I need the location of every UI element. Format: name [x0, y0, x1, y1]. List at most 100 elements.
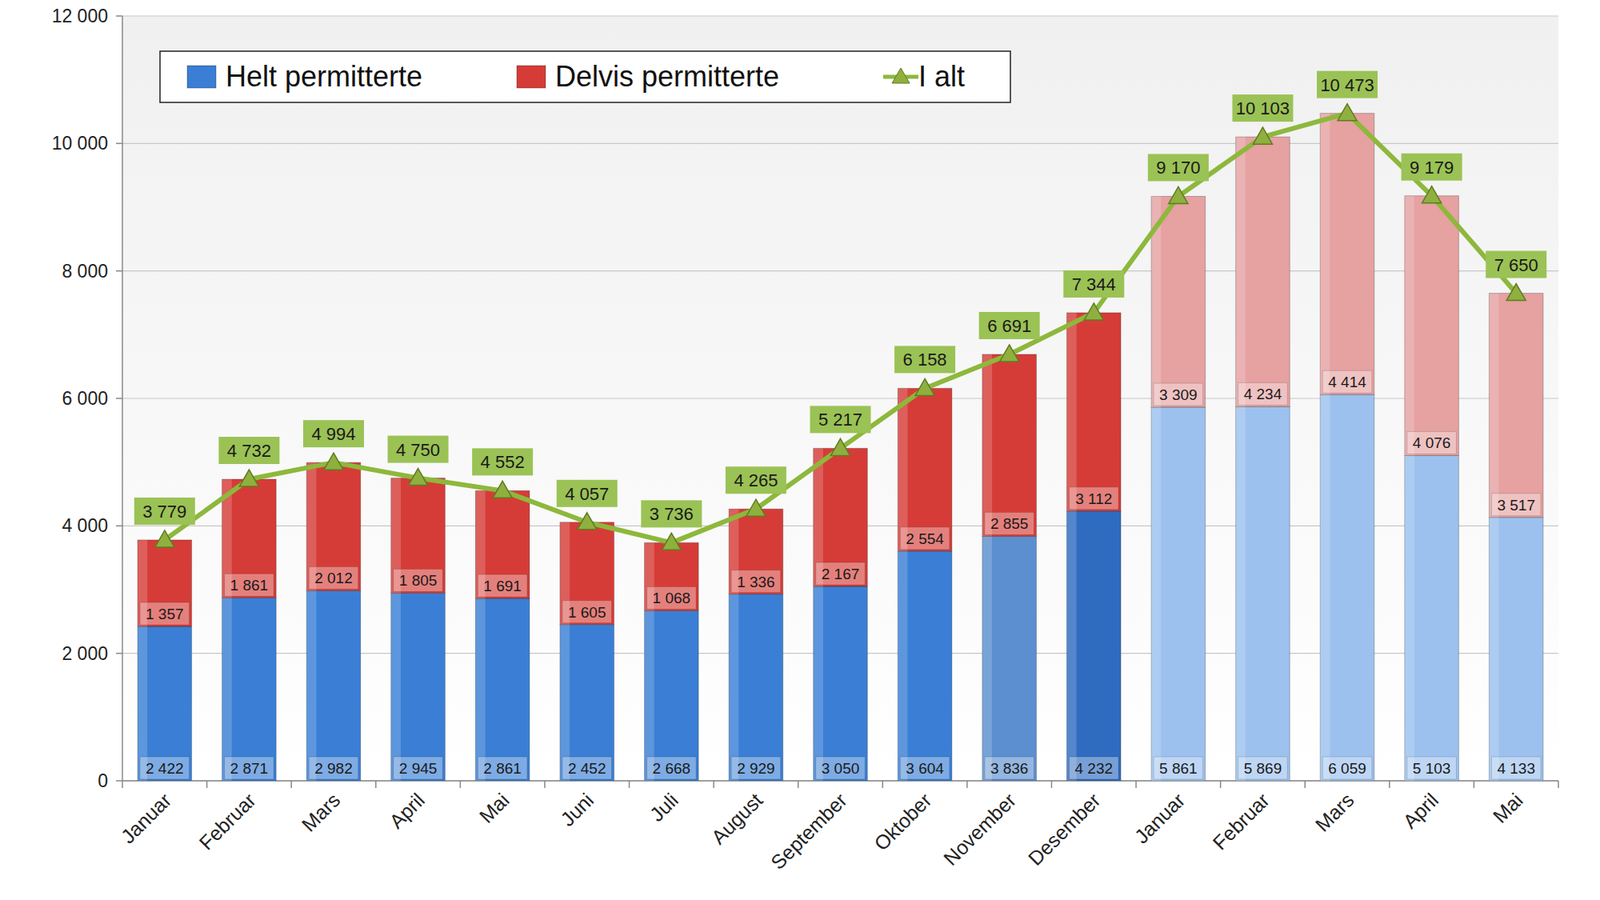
- data-label-box: [984, 756, 1035, 780]
- data-label-box: [224, 756, 275, 780]
- y-tick-label: 8 000: [61, 260, 108, 282]
- x-tick: [797, 780, 800, 788]
- bar: [1151, 196, 1206, 408]
- data-label-box: [1322, 756, 1372, 780]
- data-label: 2 982: [314, 760, 353, 777]
- data-label-box: [647, 756, 697, 780]
- bar: [728, 508, 784, 594]
- data-label-box: [816, 562, 866, 585]
- line-label: 9 179: [1409, 157, 1454, 178]
- line-label-box: [1063, 270, 1124, 298]
- data-label-box: [1068, 487, 1119, 510]
- bar-highlight: [1066, 312, 1076, 512]
- x-tick-label: Mai: [474, 788, 513, 828]
- marker: [408, 468, 428, 486]
- bar: [897, 388, 952, 551]
- marker: [1084, 303, 1104, 320]
- bar: [1236, 136, 1291, 407]
- data-label-box: [1153, 756, 1204, 780]
- line-label: 6 691: [987, 316, 1032, 336]
- x-tick-label: Februar: [194, 788, 260, 855]
- data-label: 1 805: [399, 572, 438, 589]
- x-tick-label: Juli: [645, 788, 683, 826]
- legend-swatch: [516, 65, 546, 88]
- bar-highlight: [813, 586, 824, 781]
- x-tick: [1304, 780, 1306, 788]
- line-label-box: [556, 480, 618, 508]
- data-label: 2 861: [483, 760, 522, 777]
- x-tick-label: September: [766, 788, 852, 874]
- line-label: 3 779: [142, 501, 187, 522]
- data-label: 5 103: [1412, 760, 1452, 777]
- data-labels: 2 4222 8712 9822 9452 8612 4522 6682 929…: [134, 71, 1547, 780]
- data-label-box: [140, 602, 190, 625]
- bar: [560, 624, 615, 781]
- bar-highlight: [728, 594, 739, 781]
- bar: [560, 522, 615, 625]
- bar: [813, 586, 868, 781]
- data-label: 2 452: [568, 760, 607, 777]
- line-label-box: [472, 448, 533, 476]
- marker: [661, 532, 681, 550]
- line-label-box: [1485, 251, 1547, 279]
- line-label-box: [1232, 94, 1293, 122]
- data-label-box: [477, 574, 528, 597]
- bar-highlight: [982, 354, 992, 536]
- data-label: 2 855: [990, 515, 1029, 532]
- marker: [831, 438, 851, 456]
- line-label: 4 552: [480, 452, 525, 472]
- legend: Helt permitterteDelvis permitterteI alt: [160, 51, 1011, 103]
- data-label: 3 517: [1496, 496, 1536, 514]
- data-label: 2 167: [821, 565, 860, 583]
- line-label: 3 736: [649, 504, 694, 524]
- line-label: 10 473: [1320, 75, 1374, 96]
- x-tick: [1220, 780, 1222, 788]
- line-label-box: [725, 466, 787, 494]
- line-label: 7 344: [1072, 274, 1116, 295]
- marker: [324, 452, 344, 470]
- bar: [1488, 293, 1544, 518]
- marker: [1337, 104, 1357, 121]
- bar-highlight: [1488, 517, 1499, 781]
- x-tick-label: Januar: [116, 788, 176, 848]
- bar: [897, 551, 952, 781]
- line: [164, 113, 1516, 544]
- data-label: 3 309: [1159, 386, 1198, 404]
- bar-highlight: [1320, 113, 1330, 396]
- x-tick-label: Mars: [1310, 788, 1358, 836]
- x-tick-label: November: [939, 788, 1020, 870]
- bar: [475, 490, 530, 599]
- data-label-box: [1153, 383, 1204, 406]
- line-label: 4 994: [311, 424, 356, 444]
- bar: [222, 479, 277, 598]
- bar-highlight: [1236, 406, 1246, 781]
- bar: [391, 478, 446, 594]
- grid: [122, 16, 1559, 781]
- bar: [644, 542, 700, 611]
- bar: [1488, 517, 1544, 781]
- x-tick-label: Oktober: [869, 788, 936, 856]
- bar: [1151, 407, 1206, 781]
- line-label: 6 158: [903, 349, 948, 370]
- bar-highlight: [475, 598, 485, 781]
- line-label: 7 650: [1494, 255, 1539, 276]
- y-tick: [116, 15, 123, 17]
- marker: [746, 499, 766, 516]
- marker: [1252, 127, 1272, 144]
- data-label-box: [900, 527, 950, 550]
- x-tick-label: Februar: [1208, 788, 1274, 855]
- legend-marker: [892, 68, 910, 84]
- data-label: 2 012: [314, 569, 353, 587]
- line-label-box: [303, 420, 364, 448]
- grid-line: [122, 15, 1559, 16]
- data-label-box: [900, 756, 950, 780]
- data-label-box: [393, 568, 444, 592]
- data-label: 4 076: [1412, 434, 1452, 452]
- data-label: 2 422: [145, 760, 184, 777]
- bar: [137, 626, 192, 781]
- x-tick-label: April: [384, 788, 429, 833]
- legend-box: [160, 51, 1011, 103]
- data-label: 2 871: [230, 760, 269, 777]
- data-label-box: [1491, 493, 1541, 516]
- line-label: 10 103: [1236, 98, 1290, 119]
